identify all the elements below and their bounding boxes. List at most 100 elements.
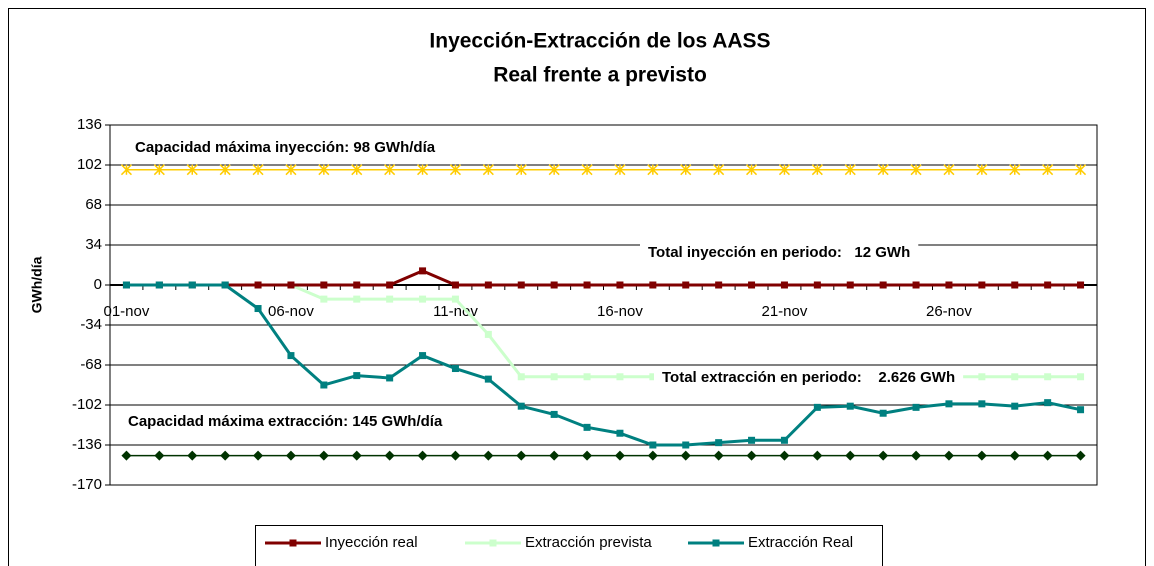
marker: [649, 281, 657, 289]
marker: [517, 402, 525, 410]
marker: [649, 441, 657, 449]
marker: [122, 281, 130, 289]
y-tick-label: -68: [80, 356, 102, 373]
chart-subtitle: Real frente a previsto: [493, 64, 707, 87]
marker: [616, 281, 624, 289]
marker: [910, 164, 922, 176]
marker: [186, 164, 198, 176]
marker: [1075, 164, 1087, 176]
marker: [484, 281, 492, 289]
marker: [353, 295, 361, 303]
marker: [285, 450, 296, 461]
legend-marker: [712, 539, 720, 547]
marker: [386, 374, 394, 382]
marker: [583, 281, 591, 289]
marker-star: [778, 164, 790, 176]
marker: [482, 164, 494, 176]
marker-star: [449, 164, 461, 176]
marker: [943, 164, 955, 176]
marker: [483, 450, 494, 461]
x-tick-label: 01-nov: [104, 303, 150, 320]
marker-star: [318, 164, 330, 176]
marker: [120, 164, 132, 176]
marker: [450, 450, 461, 461]
marker: [351, 450, 362, 461]
marker: [878, 450, 889, 461]
marker: [153, 164, 165, 176]
marker: [813, 403, 821, 411]
marker: [748, 281, 756, 289]
marker-star: [581, 164, 593, 176]
marker: [219, 164, 231, 176]
marker: [351, 164, 363, 176]
marker: [779, 450, 790, 461]
y-axis-title: GWh/día: [29, 256, 45, 313]
marker: [647, 164, 659, 176]
marker: [879, 281, 887, 289]
annotation: Total inyección en periodo: 12 GWh: [648, 244, 910, 261]
marker: [1044, 399, 1052, 407]
marker: [484, 375, 492, 383]
annotation: Capacidad máxima inyección: 98 GWh/día: [135, 139, 436, 156]
marker-star: [844, 164, 856, 176]
marker: [846, 402, 854, 410]
marker: [548, 164, 560, 176]
marker: [911, 450, 922, 461]
y-tick-label: -34: [80, 316, 102, 333]
marker: [715, 439, 723, 447]
marker: [550, 281, 558, 289]
marker: [1009, 450, 1020, 461]
marker-star: [976, 164, 988, 176]
marker-star: [943, 164, 955, 176]
marker: [419, 295, 427, 303]
marker: [845, 450, 856, 461]
annotation: Capacidad máxima extracción: 145 GWh/día: [128, 413, 443, 430]
marker-star: [746, 164, 758, 176]
marker: [746, 164, 758, 176]
marker: [320, 381, 328, 389]
legend-label: Extracción Real: [748, 534, 853, 551]
marker: [879, 409, 887, 417]
marker: [451, 281, 459, 289]
marker: [386, 281, 394, 289]
marker: [616, 429, 624, 437]
marker: [616, 373, 624, 381]
marker-star: [153, 164, 165, 176]
marker-star: [811, 164, 823, 176]
marker: [253, 450, 264, 461]
marker: [680, 164, 692, 176]
x-tick-label: 11-nov: [433, 303, 478, 320]
marker: [812, 450, 823, 461]
legend: Inyección real Extracción prevista Extracc…: [255, 525, 883, 566]
marker: [154, 450, 165, 461]
marker: [1009, 164, 1021, 176]
marker: [384, 164, 396, 176]
marker: [846, 281, 854, 289]
marker: [943, 450, 954, 461]
marker-star: [1009, 164, 1021, 176]
annotation-bg: [640, 240, 919, 264]
x-tick-label: 06-nov: [268, 303, 314, 320]
marker: [649, 373, 657, 381]
marker: [912, 403, 920, 411]
marker: [353, 372, 361, 380]
marker-star: [351, 164, 363, 176]
marker: [614, 164, 626, 176]
marker: [680, 450, 691, 461]
marker: [715, 281, 723, 289]
plot-border: [109, 124, 1098, 486]
marker: [517, 373, 525, 381]
marker: [1077, 281, 1085, 289]
marker: [682, 441, 690, 449]
marker: [877, 164, 889, 176]
legend-box: [255, 525, 883, 566]
legend-marker: [289, 539, 297, 547]
marker: [976, 164, 988, 176]
y-tick-label: 102: [77, 156, 102, 173]
marker: [386, 295, 394, 303]
marker-star: [186, 164, 198, 176]
marker: [778, 164, 790, 176]
marker: [976, 450, 987, 461]
marker: [682, 281, 690, 289]
